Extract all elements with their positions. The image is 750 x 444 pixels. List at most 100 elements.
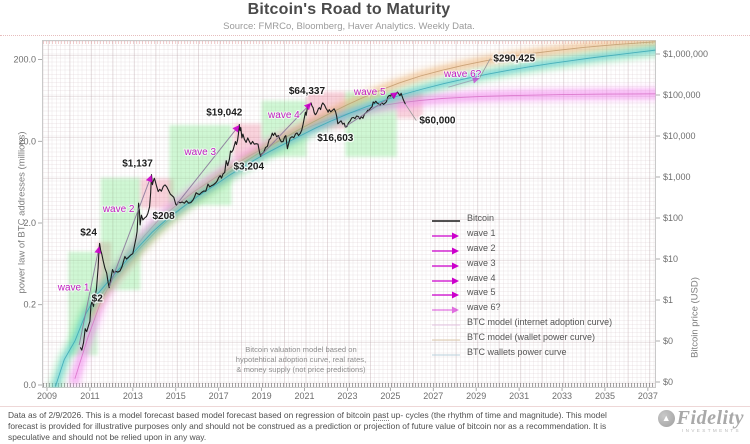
left-tick-label: 0.0 — [23, 380, 36, 390]
disclaimer-part2: up- cycles (the rhythm of time and magni… — [8, 410, 607, 442]
right-tick-label: $10,000 — [663, 131, 696, 141]
x-tick-label: 2011 — [80, 391, 99, 401]
legend-label: wave 5 — [467, 287, 496, 298]
callout-line — [479, 58, 491, 79]
right-tick-label: $0 — [663, 336, 673, 346]
price-label: $64,337 — [289, 86, 326, 97]
price-label: $2 — [92, 294, 104, 305]
model-note-line2: hypotehtical adoption curve, real rates, — [235, 355, 367, 365]
x-tick-label: 2027 — [423, 391, 443, 401]
line-marker — [432, 339, 460, 341]
legend-item: wave 5 — [431, 285, 612, 300]
wave-label: wave 2 — [102, 204, 135, 215]
model-note-line1: Bitcoin valuation model based on — [245, 345, 357, 354]
model-curve-line — [55, 49, 656, 387]
wave-arrow-marker — [432, 232, 459, 240]
right-tick-label: $100 — [663, 213, 683, 223]
legend-label: Bitcoin — [467, 213, 495, 224]
left-tick-label: 200.0 — [13, 55, 36, 65]
wave-label: wave 6? — [443, 69, 482, 80]
x-tick-label: 2021 — [295, 391, 315, 401]
wave-arrow — [260, 102, 312, 157]
legend-item: wave 6? — [431, 300, 612, 315]
wave-arrow — [345, 92, 398, 127]
wave-arrow — [448, 76, 480, 88]
model-note: Bitcoin valuation model based on hypoteh… — [205, 345, 397, 375]
wave-arrow-marker — [432, 277, 459, 285]
disclaimer-text: Data as of 2/9/2026. This is a model for… — [8, 410, 628, 443]
wave-label: wave 3 — [183, 147, 216, 158]
line-marker — [432, 220, 460, 223]
legend-item: wave 4 — [431, 270, 612, 285]
wave-label: wave 4 — [267, 110, 300, 121]
fidelity-investments-label: INVESTMENTS — [681, 428, 741, 433]
legend-item: BTC model (wallet power curve) — [431, 329, 612, 344]
disclaimer-part1: Data as of 2/9/2026. This is a model for… — [8, 410, 373, 420]
chart-subtitle: Source: FMRCo, Bloomberg, Haver Analytic… — [223, 21, 475, 32]
x-tick-label: 2013 — [123, 391, 143, 401]
x-tick-label: 2009 — [37, 391, 57, 401]
bitcoin-price-line — [79, 91, 406, 351]
legend: Bitcoin wave 1 wave 2 wave 3 wave 4 wave 5 wav… — [431, 211, 612, 359]
legend-item: wave 3 — [431, 255, 612, 270]
legend-label: wave 1 — [467, 228, 496, 239]
legend-label: wave 6? — [467, 302, 501, 313]
wave-arrow — [176, 124, 240, 205]
fidelity-logo: ▲ Fidelity INVESTMENTS — [632, 407, 744, 433]
model-note-line3: & money supply (not price predictions) — [236, 365, 366, 375]
callout-line — [405, 103, 417, 121]
price-label: $1,137 — [122, 159, 153, 170]
legend-label: BTC wallets power curve — [467, 346, 567, 357]
disclaimer-underlined-word: past — [372, 410, 389, 421]
right-tick-label: $0 — [663, 377, 673, 387]
legend-item: Bitcoin — [431, 211, 612, 226]
left-tick-label: 2.0 — [23, 218, 36, 228]
legend-item: BTC model (internet adoption curve) — [431, 315, 612, 330]
wave-arrow-marker — [432, 306, 459, 314]
legend-label: wave 2 — [467, 242, 496, 253]
page-title: Bitcoin's Road to Maturity — [247, 1, 451, 18]
price-label: $3,204 — [233, 161, 264, 172]
right-tick-label: $100,000 — [663, 90, 701, 100]
line-marker — [432, 354, 460, 356]
right-tick-label: $10 — [663, 254, 678, 264]
price-label: $16,603 — [317, 133, 354, 144]
footer-separator — [0, 406, 750, 407]
wave-arrow-marker — [432, 247, 459, 255]
x-tick-label: 2023 — [337, 391, 357, 401]
fidelity-wordmark: Fidelity — [676, 407, 744, 429]
wave-label: wave 1 — [57, 283, 90, 294]
right-tick-label: $1,000 — [663, 172, 691, 182]
x-tick-label: 2029 — [466, 391, 486, 401]
price-label: $19,042 — [206, 108, 243, 119]
legend-label: BTC model (wallet power curve) — [467, 331, 596, 342]
right-tick-label: $1,000,000 — [663, 49, 708, 59]
legend-label: wave 4 — [467, 272, 496, 283]
left-tick-label: 0.2 — [23, 300, 36, 310]
callout-label: $60,000 — [419, 116, 456, 127]
x-tick-label: 2017 — [209, 391, 229, 401]
fidelity-pyramid-icon: ▲ — [657, 410, 675, 427]
legend-item: wave 1 — [431, 226, 612, 241]
legend-label: BTC model (internet adoption curve) — [467, 316, 613, 327]
x-tick-label: 2031 — [509, 391, 529, 401]
legend-item: wave 2 — [431, 241, 612, 256]
x-tick-label: 2019 — [252, 391, 272, 401]
x-tick-label: 2025 — [380, 391, 400, 401]
minor-ticks-top — [43, 41, 655, 44]
chart-header: Bitcoin's Road to Maturity Source: FMRCo… — [42, 1, 656, 32]
wave-arrow-marker — [432, 262, 459, 270]
line-marker — [432, 324, 460, 326]
wave-arrow-marker — [432, 291, 459, 299]
legend-label: wave 3 — [467, 257, 496, 268]
x-tick-label: 2035 — [595, 391, 615, 401]
x-tick-label: 2015 — [166, 391, 186, 401]
wave-arrow — [78, 246, 102, 346]
x-tick-label: 2037 — [638, 391, 658, 401]
top-separator — [0, 35, 750, 36]
wave-label: wave 5 — [353, 87, 386, 98]
x-tick-label: 2033 — [552, 391, 572, 401]
legend-item: BTC wallets power curve — [431, 344, 612, 359]
